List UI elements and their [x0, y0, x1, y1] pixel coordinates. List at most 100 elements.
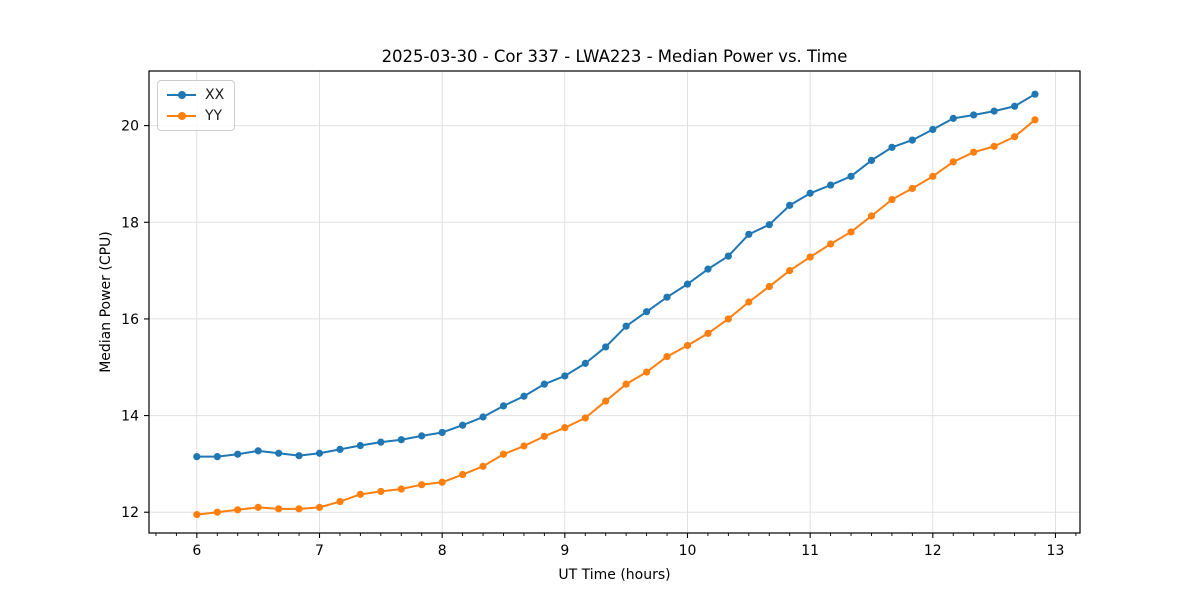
y-tick-label: 14 [121, 409, 139, 425]
series-xx-marker [499, 402, 508, 410]
series-yy-marker [724, 315, 732, 323]
legend-label-yy: YY [205, 108, 223, 124]
series-yy-line [195, 118, 1036, 516]
series-yy-marker [827, 240, 835, 248]
series-yy-marker [806, 253, 814, 261]
series-xx-marker [520, 392, 528, 400]
series-yy-marker [745, 298, 753, 306]
series-yy-marker [602, 397, 610, 405]
y-tick-label: 16 [121, 312, 139, 328]
series-xx-marker [827, 181, 835, 189]
series-xx-marker [724, 252, 732, 260]
series-yy-marker [234, 506, 242, 514]
plot-area-border [148, 70, 1081, 534]
y-tick-label: 18 [121, 215, 139, 231]
series-yy-marker [254, 503, 262, 511]
series-yy-marker [377, 487, 385, 496]
x-tick-label: 12 [924, 543, 942, 559]
grid [149, 71, 1080, 533]
series-yy-marker [970, 148, 978, 156]
x-tick-label: 7 [315, 543, 324, 559]
chart-title: 2025-03-30 - Cor 337 - LWA223 - Median P… [382, 47, 848, 66]
series-xx-marker [356, 441, 364, 450]
x-tick-label: 8 [438, 543, 447, 559]
series-yy-marker [867, 212, 876, 220]
series-xx-marker [581, 359, 589, 367]
series-xx-marker [234, 450, 242, 458]
series-xx-marker [663, 293, 671, 301]
series-xx-marker [908, 136, 916, 144]
series-yy-marker [418, 481, 426, 489]
series-yy-marker [765, 282, 773, 291]
series-yy-marker [520, 442, 528, 450]
series-yy-marker [663, 353, 671, 361]
series-yy-marker [929, 172, 937, 180]
y-tick-label: 20 [121, 119, 139, 135]
series-xx-marker [1011, 102, 1019, 110]
series-xx-marker [275, 449, 283, 457]
legend-label-xx: XX [205, 87, 225, 103]
legend-item-xx: XX [167, 86, 224, 104]
x-tick-label: 9 [560, 543, 569, 559]
series-yy-marker [479, 462, 487, 470]
series-yy-marker [704, 329, 712, 338]
series-yy-marker [315, 503, 324, 511]
series-yy-marker [888, 195, 896, 204]
series-xx-marker [929, 125, 937, 134]
series-xx-marker [990, 107, 998, 115]
series-xx-marker [561, 372, 569, 380]
series-xx-line [195, 93, 1036, 458]
series-xx-marker [765, 221, 773, 229]
series-xx-marker [377, 438, 385, 446]
series-xx-marker [479, 413, 487, 421]
series-xx-marker [949, 114, 957, 122]
series-xx-marker [806, 189, 814, 197]
x-axis-label: UT Time (hours) [558, 567, 670, 583]
plot-series [193, 90, 1039, 519]
series-xx-marker [1031, 90, 1039, 98]
series-yy-marker [561, 424, 569, 432]
series-xx-marker [704, 265, 712, 273]
series-xx-marker [970, 111, 978, 119]
series-marker-icon [178, 91, 186, 99]
series-yy-marker [275, 505, 283, 513]
series-yy-marker [193, 511, 201, 519]
x-tick-label: 13 [1047, 543, 1065, 559]
series-yy-marker [459, 470, 467, 479]
legend-item-yy: YY [167, 107, 224, 125]
series-xx-marker [847, 172, 855, 180]
series-xx-marker [397, 436, 405, 444]
series-yy-marker [683, 341, 692, 350]
series-yy-marker [438, 478, 446, 486]
series-xx-marker [315, 449, 324, 457]
series-xx-marker [643, 308, 651, 316]
series-yy-marker [847, 228, 855, 236]
series-yy-marker [356, 490, 364, 498]
series-yy-marker [949, 158, 957, 166]
series-xx-marker [418, 432, 426, 440]
series-yy-marker [397, 485, 405, 493]
series-xx-marker [888, 143, 896, 151]
series-yy-marker [295, 505, 303, 513]
series-yy-marker [1031, 116, 1039, 124]
series-marker-icon [178, 112, 186, 120]
series-yy-marker [336, 497, 344, 506]
series-yy-marker [622, 380, 630, 388]
series-xx-marker [786, 201, 794, 209]
legend: XX YY [157, 80, 236, 131]
series-yy-marker [540, 432, 548, 440]
series-xx-marker [336, 445, 344, 453]
series-xx-marker [867, 156, 876, 165]
series-yy-marker [213, 508, 221, 516]
series-xx-marker [254, 447, 262, 455]
series-xx-marker [213, 453, 221, 461]
series-yy-marker [786, 266, 794, 275]
series-yy-marker [990, 142, 998, 150]
y-axis-label: Median Power (CPU) [98, 231, 114, 373]
series-xx-marker [745, 230, 753, 238]
series-xx-marker [295, 452, 303, 460]
series-yy-marker [908, 184, 916, 193]
series-yy-marker [499, 450, 508, 458]
